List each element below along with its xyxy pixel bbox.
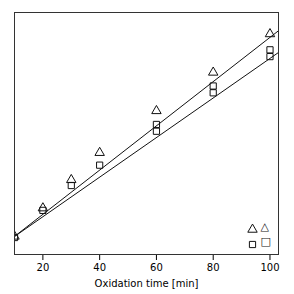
svg-text:80: 80 (207, 262, 220, 273)
svg-text:40: 40 (93, 262, 106, 273)
svg-text:20: 20 (37, 262, 50, 273)
svg-text:Oxidation time [min]: Oxidation time [min] (95, 278, 199, 289)
svg-text:△: △ (261, 220, 270, 233)
svg-text:100: 100 (260, 262, 279, 273)
svg-text:□: □ (261, 235, 271, 248)
svg-text:60: 60 (150, 262, 163, 273)
